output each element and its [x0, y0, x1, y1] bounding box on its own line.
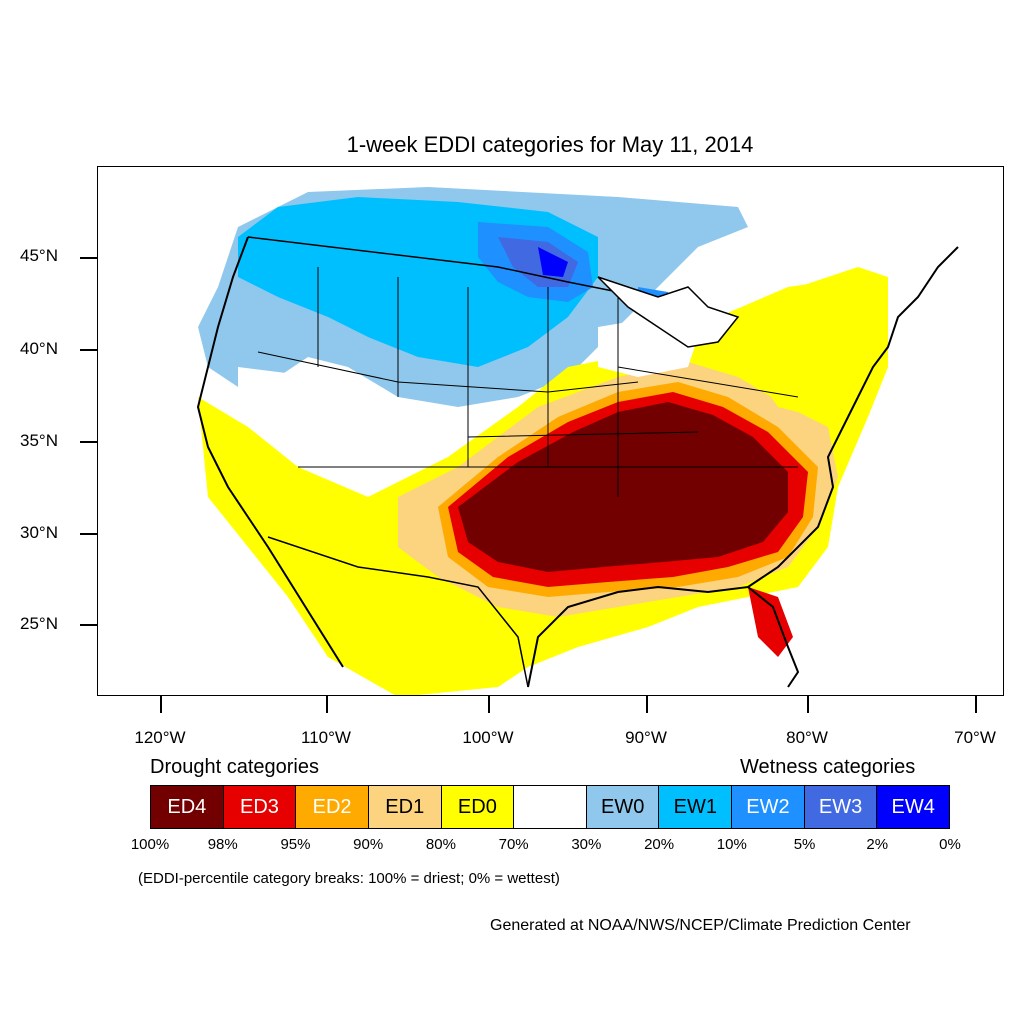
percentile-label: 5%	[793, 836, 816, 853]
percentile-label: 98%	[207, 836, 238, 853]
eddi-map	[196, 187, 959, 695]
lat-label-25: 25°N	[20, 614, 58, 633]
lat-tick	[80, 349, 97, 351]
lat-tick	[80, 624, 97, 626]
coastline-east	[747, 246, 959, 588]
border-mexico	[267, 536, 529, 688]
legend-cell-ew0: EW0	[586, 786, 660, 828]
legend-cell-ed1: ED1	[368, 786, 442, 828]
legend-cell-ed3: ED3	[223, 786, 297, 828]
drought-heading: Drought categories	[150, 756, 319, 778]
legend-cell-ew1: EW1	[659, 786, 733, 828]
lon-label-80: 80°W	[786, 728, 828, 747]
lon-tick	[646, 696, 648, 713]
coastline-gulf	[527, 585, 800, 688]
legend-bar: ED4 ED3 ED2 ED1 ED0 EW0 EW1 EW2 EW3 EW4	[150, 785, 950, 829]
region-ed3-florida	[748, 587, 793, 657]
state-lines	[257, 267, 799, 497]
region-ed4	[458, 402, 788, 572]
percentile-label: 2%	[866, 836, 889, 853]
category-note: (EDDI-percentile category breaks: 100% =…	[138, 870, 560, 887]
percentile-label: 20%	[644, 836, 675, 853]
lon-label-90: 90°W	[625, 728, 667, 747]
lon-tick	[326, 696, 328, 713]
legend-cell-ed4: ED4	[151, 786, 224, 828]
credit-text: Generated at NOAA/NWS/NCEP/Climate Predi…	[490, 917, 911, 934]
region-ed0-northeast	[738, 267, 888, 417]
percentile-label: 100%	[130, 836, 170, 853]
lon-tick	[488, 696, 490, 713]
lon-tick	[160, 696, 162, 713]
lon-label-110: 110°W	[301, 728, 351, 747]
legend-cell-none	[514, 786, 587, 828]
percentile-label: 90%	[353, 836, 384, 853]
legend-cell-ew2: EW2	[732, 786, 805, 828]
map-panel	[97, 166, 1004, 696]
lon-label-70: 70°W	[954, 728, 996, 747]
legend-cell-ed2: ED2	[296, 786, 369, 828]
percentile-label: 30%	[571, 836, 602, 853]
lon-label-100: 100°W	[462, 728, 514, 747]
lat-tick	[80, 533, 97, 535]
lon-tick	[975, 696, 977, 713]
lat-label-35: 35°N	[20, 431, 58, 450]
percentile-label: 80%	[425, 836, 456, 853]
percentile-label: 10%	[716, 836, 747, 853]
lat-tick	[80, 441, 97, 443]
lat-tick	[80, 257, 97, 259]
lat-label-45: 45°N	[20, 246, 58, 265]
lon-tick	[807, 696, 809, 713]
lat-label-30: 30°N	[20, 523, 58, 542]
wetness-heading: Wetness categories	[740, 756, 916, 778]
percentile-label: 70%	[498, 836, 529, 853]
percentile-label: 95%	[280, 836, 311, 853]
legend-cell-ew4: EW4	[877, 786, 950, 828]
percentile-label: 0%	[939, 836, 961, 853]
coastline-west	[196, 236, 344, 668]
lat-label-40: 40°N	[20, 339, 58, 358]
lon-label-120: 120°W	[134, 728, 186, 747]
region-ew4	[538, 247, 568, 277]
great-lakes	[597, 276, 740, 348]
legend-cell-ew3: EW3	[804, 786, 878, 828]
map-title: 1-week EDDI categories for May 11, 2014	[346, 132, 754, 157]
legend-cell-ed0: ED0	[441, 786, 515, 828]
border-canada	[247, 236, 619, 293]
